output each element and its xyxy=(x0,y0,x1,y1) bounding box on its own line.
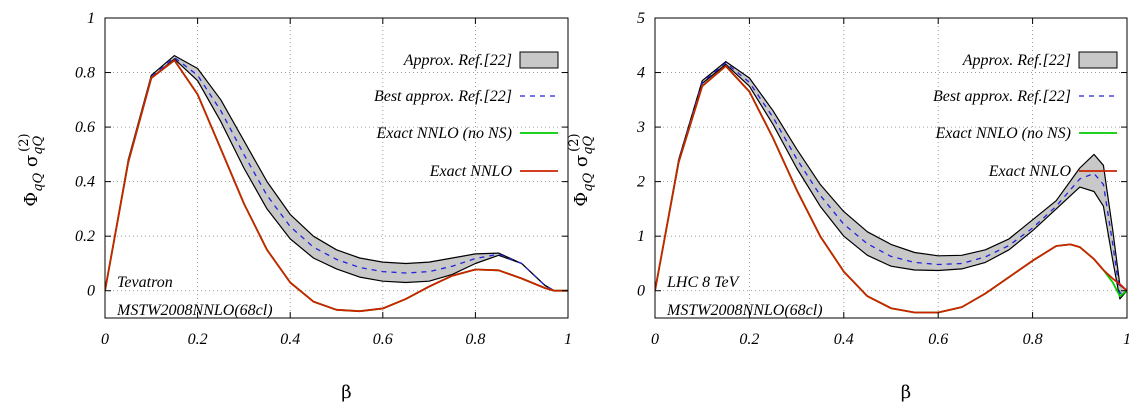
legend-label: Approx. Ref.[22] xyxy=(403,52,512,69)
annotation-pdf-set: MSTW2008NNLO(68cl) xyxy=(666,302,823,319)
x-tick-label: 0.8 xyxy=(465,331,485,348)
y-axis-label-part: σ xyxy=(21,155,42,173)
plot-frame xyxy=(104,17,569,319)
x-tick-label: 1 xyxy=(564,331,572,348)
y-tick-label: 5 xyxy=(637,10,645,27)
y-tick-label: 4 xyxy=(637,65,645,82)
series-line-4 xyxy=(105,59,568,313)
approx-band xyxy=(655,61,1127,299)
y-axis-label-part: Φ xyxy=(21,192,42,207)
legend-label: Exact NNLO (no NS) xyxy=(375,125,512,142)
y-tick-label: 3 xyxy=(636,119,645,136)
y-tick-label: 0 xyxy=(637,283,645,300)
y-tick-label: 2 xyxy=(637,174,645,191)
x-tick-label: 0.2 xyxy=(739,331,759,348)
annotation-collider: Tevatron xyxy=(117,274,173,291)
y-axis-label-part: (2) xyxy=(17,133,32,151)
plot-frame xyxy=(654,17,1128,319)
annotation-collider: LHC 8 TeV xyxy=(666,274,741,291)
y-axis-label: ΦqQ σqQ(2) xyxy=(567,133,596,206)
x-axis-label: β xyxy=(341,382,351,403)
x-tick-label: 0.6 xyxy=(373,331,393,348)
approx-band-upper-edge xyxy=(655,61,1127,292)
legend-label: Best approx. Ref.[22] xyxy=(374,88,512,105)
plot-area xyxy=(105,55,568,313)
y-tick-label: 1 xyxy=(87,10,95,27)
y-axis-label-part: σ xyxy=(571,155,592,173)
legend-label: Best approx. Ref.[22] xyxy=(933,88,1071,105)
y-tick-label: 0.2 xyxy=(75,228,95,245)
x-tick-label: 0.4 xyxy=(280,331,300,348)
x-tick-label: 0 xyxy=(101,331,109,348)
y-axis-label-part: qQ xyxy=(581,135,596,154)
approx-band-lower-edge xyxy=(655,63,1127,300)
x-tick-label: 0.6 xyxy=(928,331,948,348)
approx-band xyxy=(105,55,568,291)
y-axis-label-part: qQ xyxy=(31,135,46,154)
y-tick-label: 1 xyxy=(637,228,645,245)
series-line-2 xyxy=(655,62,1127,295)
y-tick-label: 0 xyxy=(87,283,95,300)
y-axis-label-part: qQ xyxy=(31,172,46,191)
legend-label: Exact NNLO (no NS) xyxy=(934,125,1071,142)
x-tick-label: 1 xyxy=(1123,331,1131,348)
y-axis-label: ΦqQ σqQ(2) xyxy=(17,133,46,206)
y-axis-label-part: (2) xyxy=(567,133,582,151)
x-tick-label: 0.4 xyxy=(834,331,854,348)
legend-label: Approx. Ref.[22] xyxy=(962,52,1071,69)
y-tick-label: 0.4 xyxy=(75,174,95,191)
x-tick-label: 0.2 xyxy=(188,331,208,348)
y-tick-label: 0.6 xyxy=(75,119,95,136)
y-tick-label: 0.8 xyxy=(75,65,95,82)
x-tick-label: 0.8 xyxy=(1023,331,1043,348)
legend-swatch-band xyxy=(519,51,559,69)
y-axis-label-part: qQ xyxy=(581,172,596,191)
series-line-2 xyxy=(105,56,568,292)
x-axis-label: β xyxy=(901,382,911,403)
legend-label: Exact NNLO xyxy=(988,163,1072,180)
legend-swatch-band xyxy=(1078,51,1118,69)
y-axis-label-part: Φ xyxy=(571,192,592,207)
x-tick-label: 0 xyxy=(651,331,659,348)
legend-label: Exact NNLO xyxy=(429,163,513,180)
annotation-pdf-set: MSTW2008NNLO(68cl) xyxy=(116,302,273,319)
